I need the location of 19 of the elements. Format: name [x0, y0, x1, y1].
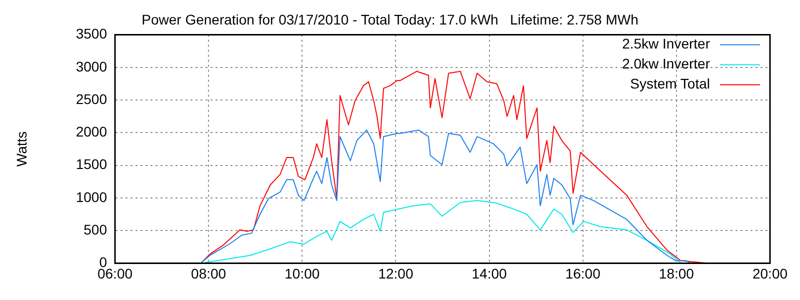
y-tick-label: 2000: [76, 124, 108, 140]
y-tick-label: 2500: [76, 90, 108, 107]
y-axis-title: Watts: [13, 131, 30, 167]
y-tick-label: 1000: [76, 188, 108, 205]
x-tick-label: 18:00: [658, 265, 694, 282]
y-tick-label: 3000: [76, 58, 108, 74]
legend-label: System Total: [630, 76, 710, 92]
x-tick-label: 20:00: [752, 265, 788, 282]
y-tick-label: 1500: [76, 156, 108, 172]
y-tick-label: 3500: [76, 26, 108, 42]
x-tick-label: 16:00: [565, 265, 601, 282]
legend-label: 2.5kw Inverter: [622, 36, 710, 52]
chart-title: Power Generation for 03/17/2010 - Total Today: 17.0 kWh Lifetime: 2.758 MWh: [142, 11, 638, 28]
x-tick-label: 12:00: [378, 265, 414, 282]
legend-label: 2.0kw Inverter: [622, 56, 710, 72]
x-tick-label: 08:00: [191, 265, 226, 282]
x-tick-label: 14:00: [472, 265, 508, 282]
x-tick-label: 10:00: [284, 265, 320, 282]
y-tick-label: 500: [84, 221, 108, 238]
